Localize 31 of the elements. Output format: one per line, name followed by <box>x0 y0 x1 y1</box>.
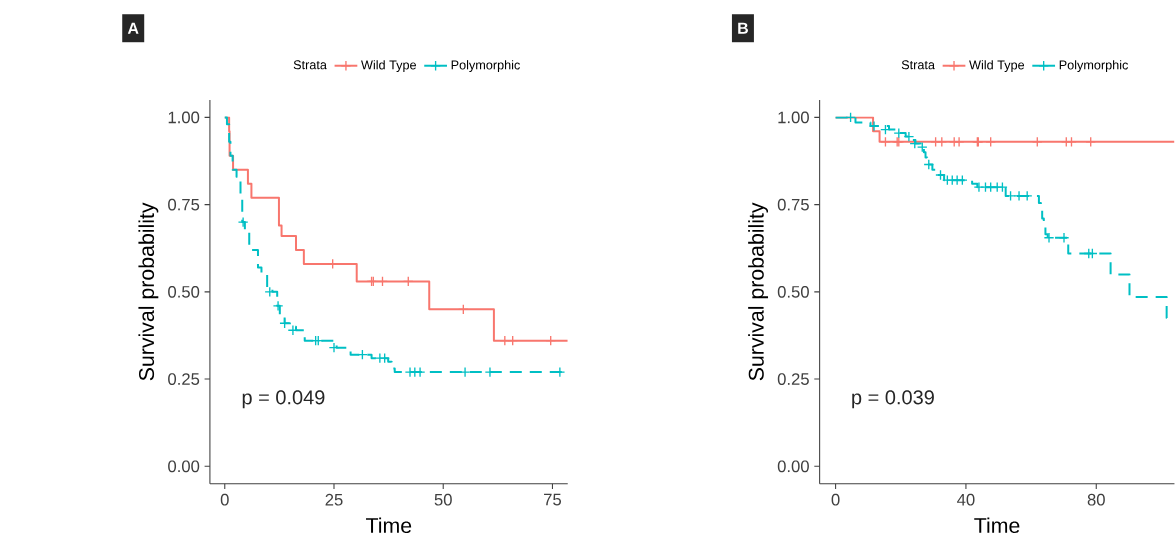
y-tick-label: 0.50 <box>777 286 809 298</box>
x-tick-label: 0 <box>220 493 229 506</box>
y-tick-label: 0.25 <box>168 373 200 386</box>
x-axis-title: Time <box>366 517 412 534</box>
y-tick-label: 1.00 <box>778 111 809 124</box>
x-tick-label: 75 <box>544 493 562 506</box>
y-tick-label: 0.00 <box>168 460 200 473</box>
x-tick-label: 40 <box>957 493 975 506</box>
y-tick-label: 0.25 <box>777 373 809 386</box>
legend-label: Polymorphic <box>1059 60 1129 73</box>
x-tick-label: 0 <box>831 493 840 506</box>
legend-label: Polymorphic <box>451 60 520 73</box>
legend-title: Strata <box>901 60 935 70</box>
x-tick-label: 80 <box>1087 493 1105 506</box>
y-tick-label: 0.00 <box>777 460 809 473</box>
y-axis-title: Survival probability <box>138 202 159 381</box>
legend-title: Strata <box>293 60 327 70</box>
y-tick-label: 0.75 <box>168 198 200 211</box>
y-tick-label: 0.50 <box>168 286 200 298</box>
y-tick-label: 1.00 <box>168 111 200 124</box>
x-tick-label: 25 <box>325 493 343 506</box>
chart-title: A <box>127 22 139 34</box>
annotation: p = 0.039 <box>852 390 934 409</box>
y-axis-title: Survival probability <box>748 202 769 381</box>
legend-label: Wild Type <box>969 60 1025 73</box>
legend-label: Wild Type <box>361 60 417 73</box>
chart-title: B <box>738 22 748 34</box>
x-axis-title: Time <box>974 517 1020 534</box>
annotation: p = 0.049 <box>242 390 325 409</box>
x-tick-label: 50 <box>434 493 452 506</box>
y-tick-label: 0.75 <box>777 198 809 211</box>
